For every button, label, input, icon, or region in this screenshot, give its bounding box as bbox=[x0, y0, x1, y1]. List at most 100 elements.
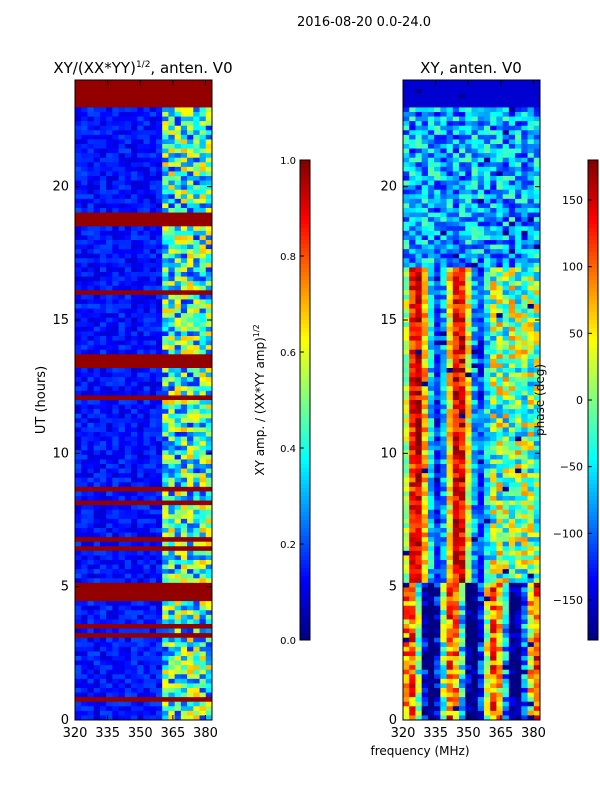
heatmap-cell bbox=[149, 573, 157, 579]
heatmap-cell bbox=[87, 610, 95, 616]
heatmap-cell bbox=[112, 153, 120, 159]
heatmap-cell bbox=[93, 468, 101, 474]
heatmap-cell bbox=[75, 642, 82, 648]
heatmap-cell bbox=[180, 660, 188, 666]
heatmap-cell bbox=[93, 624, 101, 630]
heatmap-cell bbox=[174, 281, 182, 287]
heatmap-cell bbox=[162, 468, 169, 474]
heatmap-cell bbox=[521, 294, 529, 300]
heatmap-cell bbox=[427, 258, 435, 264]
heatmap-cell bbox=[137, 482, 144, 488]
heatmap-cell bbox=[508, 89, 516, 95]
heatmap-cell bbox=[162, 528, 169, 534]
heatmap-cell bbox=[409, 148, 416, 154]
heatmap-cell bbox=[415, 313, 423, 319]
heatmap-cell bbox=[465, 413, 472, 419]
heatmap-cell bbox=[490, 166, 497, 172]
heatmap-cell bbox=[168, 614, 176, 620]
heatmap-cell bbox=[415, 363, 423, 369]
heatmap-cell bbox=[180, 294, 188, 300]
heatmap-cell bbox=[149, 276, 157, 282]
heatmap-cell bbox=[162, 386, 169, 392]
heatmap-cell bbox=[112, 340, 120, 346]
heatmap-cell bbox=[118, 194, 126, 200]
heatmap-cell bbox=[180, 624, 188, 630]
heatmap-cell bbox=[162, 249, 169, 255]
heatmap-cell bbox=[452, 258, 460, 264]
heatmap-cell bbox=[471, 276, 479, 282]
heatmap-cell bbox=[193, 468, 201, 474]
heatmap-cell bbox=[508, 185, 516, 191]
heatmap-cell bbox=[124, 665, 132, 671]
heatmap-cell bbox=[527, 148, 535, 154]
heatmap-cell bbox=[149, 230, 157, 236]
heatmap-cell bbox=[106, 683, 113, 689]
heatmap-cell bbox=[515, 244, 522, 250]
heatmap-cell bbox=[496, 299, 504, 305]
heatmap-cell bbox=[75, 436, 82, 442]
heatmap-cell bbox=[187, 450, 194, 456]
heatmap-cell bbox=[93, 386, 101, 392]
heatmap-cell bbox=[477, 354, 485, 360]
heatmap-cell bbox=[199, 313, 207, 319]
heatmap-cell bbox=[187, 514, 194, 520]
heatmap-cell bbox=[502, 139, 510, 145]
heatmap-cell bbox=[112, 258, 120, 264]
heatmap-cell bbox=[75, 400, 82, 406]
heatmap-cell bbox=[174, 345, 182, 351]
heatmap-cell bbox=[508, 166, 516, 172]
heatmap-cell bbox=[162, 537, 169, 543]
heatmap-cell bbox=[496, 84, 504, 90]
heatmap-cell bbox=[155, 404, 163, 410]
heatmap-cell bbox=[403, 326, 410, 332]
heatmap-cell bbox=[477, 276, 485, 282]
heatmap-cell bbox=[515, 102, 522, 108]
heatmap-cell bbox=[106, 134, 113, 140]
heatmap-cell bbox=[427, 212, 435, 218]
heatmap-cell bbox=[99, 194, 107, 200]
heatmap-cell bbox=[112, 697, 120, 703]
heatmap-cell bbox=[205, 144, 213, 150]
heatmap-cell bbox=[162, 697, 169, 703]
heatmap-cell bbox=[155, 80, 163, 86]
heatmap-cell bbox=[205, 157, 213, 163]
heatmap-cell bbox=[187, 464, 194, 470]
heatmap-cell bbox=[421, 363, 429, 369]
heatmap-cell bbox=[87, 176, 95, 182]
heatmap-cell bbox=[508, 262, 516, 268]
heatmap-cell bbox=[459, 272, 466, 278]
heatmap-cell bbox=[483, 400, 491, 406]
heatmap-cell bbox=[434, 125, 441, 131]
heatmap-cell bbox=[174, 660, 182, 666]
heatmap-cell bbox=[205, 688, 213, 694]
heatmap-cell bbox=[483, 372, 491, 378]
heatmap-cell bbox=[174, 395, 182, 401]
heatmap-cell bbox=[459, 390, 466, 396]
heatmap-cell bbox=[496, 363, 504, 369]
heatmap-cell bbox=[409, 290, 416, 296]
heatmap-cell bbox=[143, 304, 151, 310]
heatmap-cell bbox=[106, 121, 113, 127]
heatmap-cell bbox=[403, 409, 410, 415]
heatmap-cell bbox=[403, 107, 410, 113]
heatmap-cell bbox=[199, 281, 207, 287]
heatmap-cell bbox=[143, 345, 151, 351]
heatmap-cell bbox=[174, 258, 182, 264]
heatmap-cell bbox=[112, 692, 120, 698]
heatmap-cell bbox=[168, 116, 176, 122]
heatmap-cell bbox=[502, 272, 510, 278]
heatmap-cell bbox=[533, 221, 541, 227]
heatmap-cell bbox=[137, 537, 144, 543]
heatmap-cell bbox=[75, 230, 82, 236]
heatmap-cell bbox=[162, 418, 169, 424]
heatmap-cell bbox=[533, 386, 541, 392]
heatmap-cell bbox=[87, 208, 95, 214]
heatmap-cell bbox=[527, 258, 535, 264]
heatmap-cell bbox=[508, 304, 516, 310]
heatmap-cell bbox=[533, 230, 541, 236]
heatmap-cell bbox=[81, 505, 88, 511]
heatmap-cell bbox=[452, 432, 460, 438]
heatmap-cell bbox=[75, 189, 82, 195]
colorbar-segment bbox=[300, 616, 310, 621]
heatmap-cell bbox=[527, 162, 535, 168]
